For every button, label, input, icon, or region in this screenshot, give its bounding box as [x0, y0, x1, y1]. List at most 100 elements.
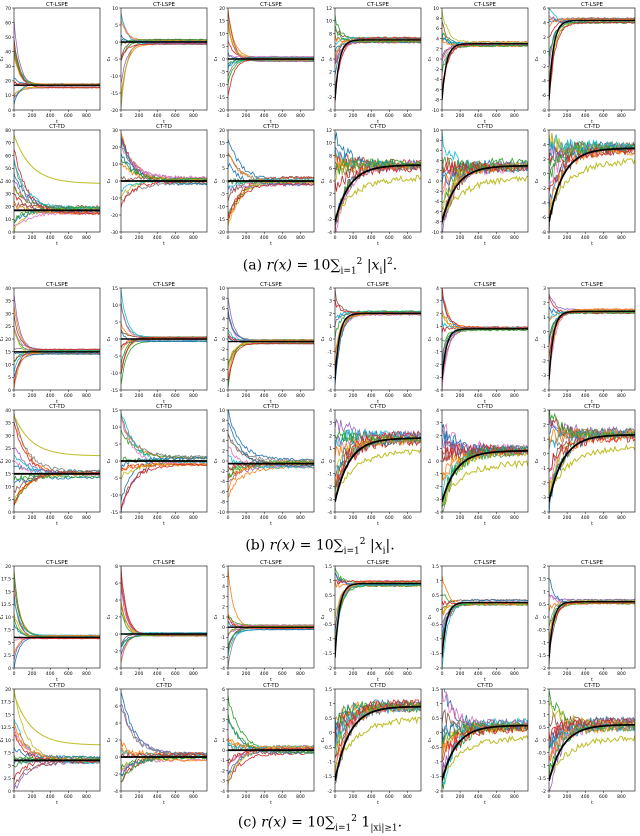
panel-title: CT-LSPE [46, 560, 69, 566]
y-tick-label: 2 [543, 687, 546, 693]
y-tick-label: 2 [329, 192, 332, 198]
y-tick-label: 1 [543, 315, 546, 321]
mean-line [442, 164, 528, 223]
series-line [121, 463, 207, 510]
y-tick-label: -1 [328, 472, 333, 478]
x-tick-label: 800 [296, 113, 305, 119]
series-line [442, 602, 528, 652]
panel-title: CT-LSPE [153, 282, 176, 288]
x-tick-label: 400 [260, 235, 269, 241]
x-tick-label: 600 [278, 113, 287, 119]
series-line [335, 36, 421, 103]
y-tick-label: -4 [328, 510, 333, 516]
x-tick-label: 400 [581, 393, 590, 399]
outlier-line [549, 157, 635, 211]
x-tick-label: 200 [456, 794, 465, 800]
x-tick-label: 800 [510, 671, 519, 677]
y-axis-label: c₆ [534, 337, 540, 342]
caption-body-sub: i [379, 266, 383, 277]
y-tick-label: 30 [112, 128, 118, 134]
x-tick-label: 0 [227, 794, 230, 800]
series-line [549, 17, 635, 87]
y-tick-label: 15 [112, 408, 118, 414]
series-line [121, 139, 207, 180]
series-group [442, 288, 528, 390]
series-line [14, 464, 100, 473]
panel-0-1-5: -8 -6 -4 -2 0 2 4 6 0 200 400 600 800 t c₆ CT-TD [534, 124, 636, 247]
x-tick-label: 200 [349, 235, 358, 241]
series-line [228, 745, 314, 786]
outlier-line [442, 459, 528, 500]
y-tick-label: 8 [436, 138, 439, 144]
y-tick-label: 2.5 [4, 653, 11, 659]
panel-0-0-1: -20 -15 -10 -5 0 5 10 0 200 400 600 800 t c₂ CT-LSPE [106, 2, 208, 125]
series-line [14, 351, 100, 389]
series-line [442, 328, 528, 383]
x-tick-label: 0 [120, 671, 123, 677]
y-tick-label: 4 [436, 408, 439, 414]
series-line [442, 10, 528, 44]
y-tick-label: 0 [329, 731, 332, 737]
x-tick-label: 800 [296, 794, 305, 800]
y-tick-label: 1.5 [539, 700, 546, 706]
mean-line [549, 147, 635, 222]
y-tick-label: 4 [436, 36, 439, 42]
y-tick-label: 6 [222, 306, 225, 312]
caption-letter: (a) [242, 257, 263, 274]
y-tick-label: -1 [221, 635, 226, 641]
y-tick-label: 3 [436, 299, 439, 305]
y-tick-label: -1 [328, 637, 333, 643]
x-axis-label: t [377, 119, 379, 125]
series-line [549, 594, 635, 601]
x-tick-label: 800 [296, 235, 305, 241]
y-tick-label: 5 [222, 166, 225, 172]
x-tick-label: 400 [367, 235, 376, 241]
y-tick-label: 3 [329, 421, 332, 427]
y-tick-label: 1 [436, 578, 439, 584]
y-tick-label: -3 [328, 497, 333, 503]
y-tick-label: 1 [222, 615, 225, 621]
y-tick-label: -2 [542, 481, 547, 487]
x-tick-label: 200 [242, 671, 251, 677]
y-tick-label: 50 [5, 166, 11, 172]
outlier-line [549, 443, 635, 494]
y-tick-label: 6 [115, 581, 118, 587]
y-tick-label: -10 [111, 493, 118, 499]
panel-title: CT-LSPE [474, 560, 497, 566]
y-tick-label: -5 [221, 192, 226, 198]
panel-2-1-5: -2 -1.5 -1 -0.5 0 0.5 1 1.5 2 0 200 400 600 800 t c₆ CT-… [534, 683, 636, 806]
y-tick-label: 2 [543, 422, 546, 428]
y-tick-label: 2 [436, 433, 439, 439]
panel-1-1-5: -4 -3 -2 -1 0 1 2 3 0 200 400 600 800 t c₆ CT-TD [534, 404, 636, 527]
y-tick-label: -2 [542, 359, 547, 365]
x-tick-label: 800 [189, 794, 198, 800]
y-tick-label: -10 [111, 196, 118, 202]
y-tick-label: -3 [435, 375, 440, 381]
x-axis-label: t [270, 521, 272, 527]
x-tick-label: 0 [548, 515, 551, 521]
y-tick-label: 0 [8, 388, 11, 394]
x-axis-label: t [377, 677, 379, 683]
x-tick-label: 600 [492, 393, 501, 399]
x-tick-label: 800 [189, 671, 198, 677]
panel-1-1-3: -4 -3 -2 -1 0 1 2 3 4 0 200 400 600 800 t c₄ CT-TD [320, 404, 422, 527]
series-line [14, 86, 100, 97]
y-tick-label: 0 [543, 738, 546, 744]
plot-frame [120, 7, 208, 111]
series-line [228, 620, 314, 627]
y-tick-label: -5 [114, 476, 119, 482]
x-tick-label: 800 [82, 393, 91, 399]
y-tick-label: -4 [435, 77, 440, 83]
x-tick-label: 600 [599, 113, 608, 119]
panel-title: CT-LSPE [153, 560, 176, 566]
y-tick-label: 5 [222, 574, 225, 580]
x-axis-label: t [591, 677, 593, 683]
outlier-line [335, 448, 421, 494]
y-tick-label: 0 [329, 82, 332, 88]
y-tick-label: 2 [436, 169, 439, 175]
series-line [121, 338, 207, 373]
y-tick-label: 1 [329, 446, 332, 452]
